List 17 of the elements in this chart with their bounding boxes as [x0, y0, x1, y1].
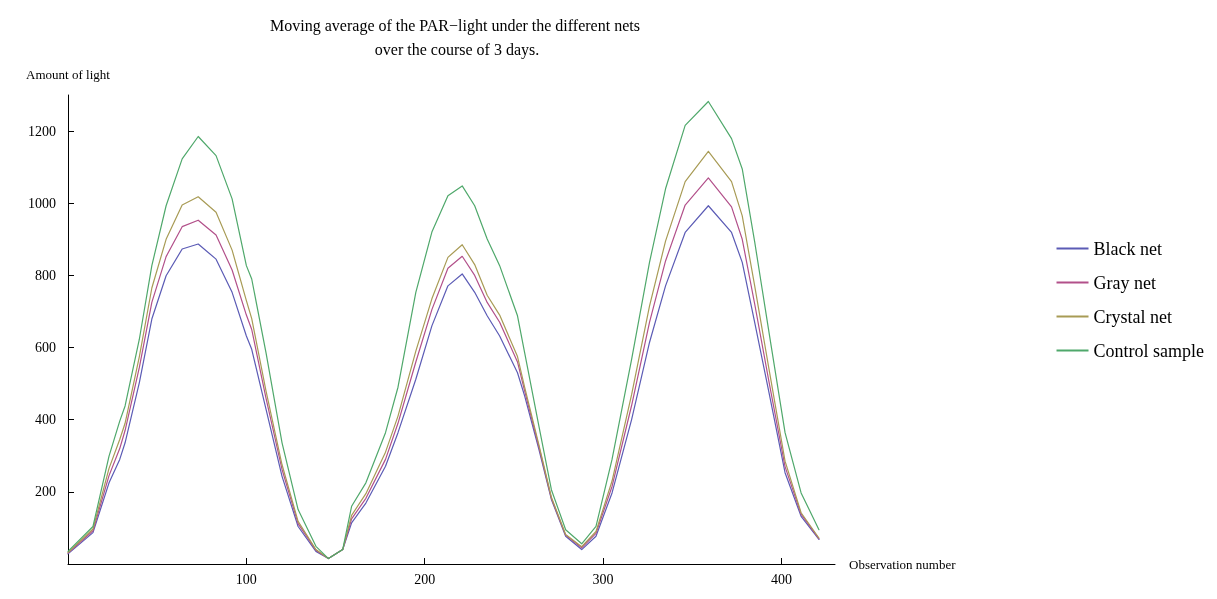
chart-title: Moving average of the PAR−light under the different nets over the course of 3 days.	[270, 16, 644, 59]
legend-label: Black net	[1093, 238, 1162, 259]
y-tick-label: 1000	[28, 195, 56, 211]
legend-label: Control sample	[1093, 340, 1205, 361]
x-tick-label: 100	[235, 571, 257, 587]
y-tick-label: 200	[35, 484, 56, 500]
y-tick-label: 400	[35, 412, 56, 428]
legend-label: Crystal net	[1093, 306, 1173, 327]
x-tick-label: 400	[770, 571, 792, 587]
x-tick-label: 300	[592, 571, 614, 587]
x-axis-title: Observation number	[849, 556, 957, 572]
y-tick-label: 600	[35, 340, 56, 356]
y-tick-label: 1200	[28, 123, 56, 139]
y-axis-title: Amount of light	[26, 67, 111, 82]
y-tick-label: 800	[35, 267, 56, 283]
x-tick-label: 200	[414, 571, 436, 587]
legend-label: Gray net	[1093, 272, 1156, 293]
